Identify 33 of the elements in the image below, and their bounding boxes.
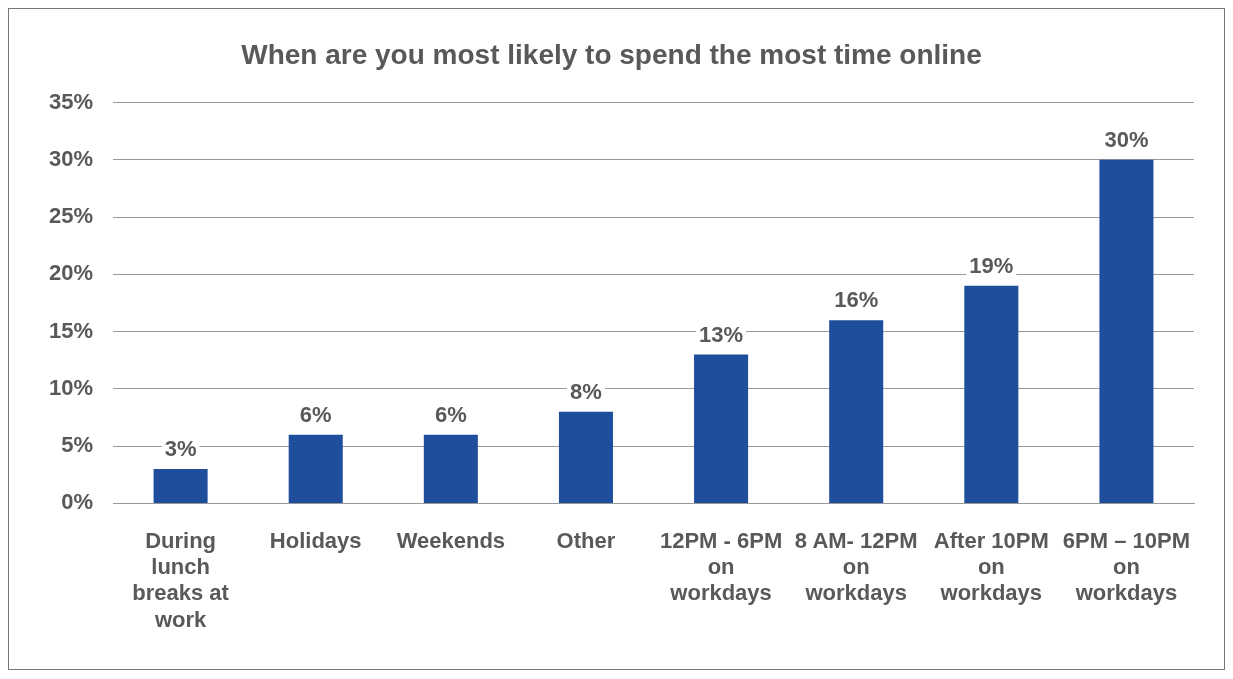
x-tick-label: 12PM - 6PM on workdays — [659, 527, 783, 606]
data-label: 6% — [299, 401, 332, 427]
y-tick-label: 0% — [61, 489, 94, 515]
bar — [423, 434, 478, 503]
y-tick-label: 5% — [61, 432, 94, 458]
y-tick-label: 25% — [48, 203, 94, 229]
x-tick-label: 8 AM- 12PM on workdays — [794, 527, 918, 606]
y-tick-label: 20% — [48, 260, 94, 286]
data-label: 13% — [699, 321, 744, 347]
bar — [694, 354, 749, 503]
x-tick-label: Other — [556, 527, 616, 553]
y-tick-label: 10% — [48, 374, 94, 400]
y-tick-label: 35% — [48, 88, 94, 114]
y-tick-label: 15% — [48, 317, 94, 343]
x-tick-label: Holidays — [269, 527, 362, 553]
data-label: 8% — [570, 378, 602, 404]
data-label: 19% — [969, 252, 1014, 278]
x-tick-label: 6PM – 10PM on workdays — [1062, 527, 1191, 606]
bar — [288, 434, 343, 503]
x-tick-label: Weekends — [396, 527, 506, 553]
y-tick-label: 30% — [48, 145, 94, 171]
bar — [964, 285, 1019, 503]
data-label: 30% — [1104, 126, 1149, 152]
x-tick-label: During lunch breaks at work — [132, 527, 230, 632]
bar — [1099, 159, 1154, 503]
data-label: 16% — [834, 287, 879, 313]
chart-title: When are you most likely to spend the most time online — [241, 38, 982, 70]
bar — [558, 411, 613, 503]
bar — [829, 320, 884, 503]
data-label: 6% — [434, 401, 467, 427]
x-tick-label: After 10PM on workdays — [933, 527, 1049, 606]
data-label: 3% — [164, 436, 197, 462]
bar — [153, 469, 208, 503]
